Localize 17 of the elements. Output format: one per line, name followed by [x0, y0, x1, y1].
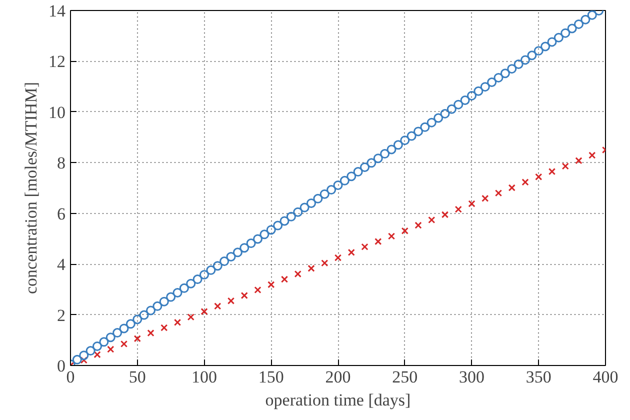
x-tick-label: 350 [526, 368, 552, 386]
y-tick-label: 4 [57, 255, 66, 274]
x-tick-label: 50 [128, 368, 146, 386]
x-tick-label: 250 [392, 368, 418, 386]
y-tick-label: 6 [57, 204, 66, 224]
y-tick-label: 12 [48, 52, 66, 72]
x-tick-label: 150 [258, 368, 284, 386]
y-tick-label: 8 [57, 154, 66, 173]
x-axis-title: operation time [days] [265, 390, 411, 410]
y-tick-label: 10 [48, 102, 66, 122]
x-tick-label: 300 [459, 368, 484, 386]
y-axis-title: concentration [moles/MTIHM] [22, 82, 40, 294]
x-tick-label: 100 [192, 368, 217, 386]
x-tick-label: 400 [592, 368, 618, 386]
y-tick-label: 2 [57, 306, 66, 325]
y-tick-label: 14 [48, 2, 66, 20]
x-tick-label: 200 [325, 368, 351, 386]
